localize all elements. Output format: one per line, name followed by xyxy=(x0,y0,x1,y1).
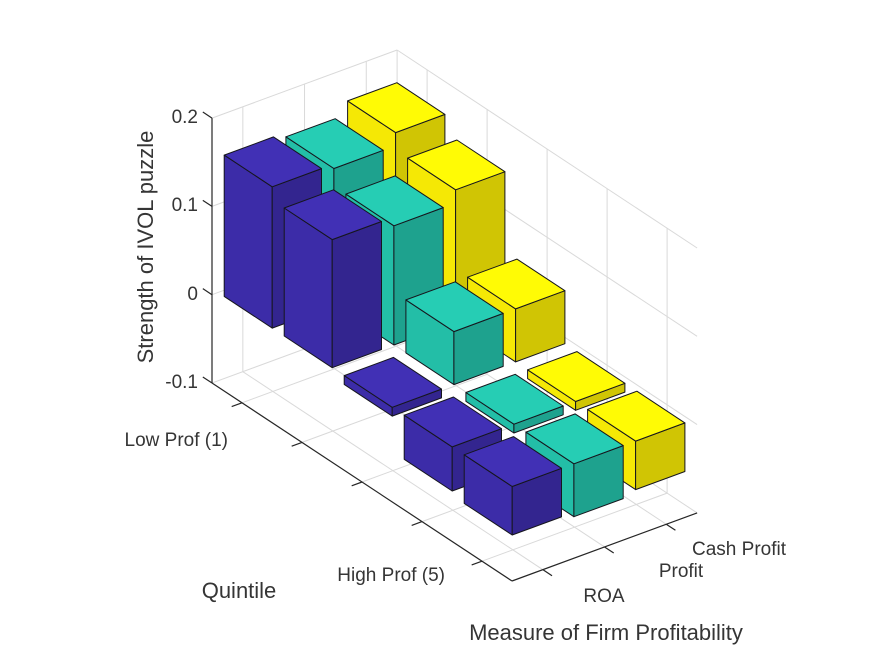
axis-layer xyxy=(202,111,698,582)
y-tick-label-high-prof: High Prof (5) xyxy=(337,565,445,586)
bar-roa-q3 xyxy=(343,356,442,417)
bar-profit-q4 xyxy=(465,373,564,434)
y-tick-label-low-prof: Low Prof (1) xyxy=(124,430,228,451)
z-tick-label-0.2: 0.2 xyxy=(171,107,198,128)
bars-layer xyxy=(223,82,686,536)
x-tick-label-roa: ROA xyxy=(583,586,625,607)
z-tick-label-0.1: 0.1 xyxy=(171,195,198,216)
z-tick-label-neg0.1: -0.1 xyxy=(165,372,198,393)
bar-roa-q5 xyxy=(463,436,562,536)
x-axis-title: Measure of Firm Profitability xyxy=(469,620,743,645)
z-axis-title: Strength of IVOL puzzle xyxy=(133,130,158,364)
bar-roa-q2 xyxy=(283,189,382,369)
y-axis-title: Quintile xyxy=(201,578,277,603)
bar-cash-profit-q4 xyxy=(527,351,626,411)
x-tick-label-profit: Profit xyxy=(658,561,704,582)
bar-profit-q3 xyxy=(405,281,504,386)
x-tick-label-cash-profit: Cash Profit xyxy=(692,539,786,560)
z-tick-label-0: 0 xyxy=(187,284,198,305)
